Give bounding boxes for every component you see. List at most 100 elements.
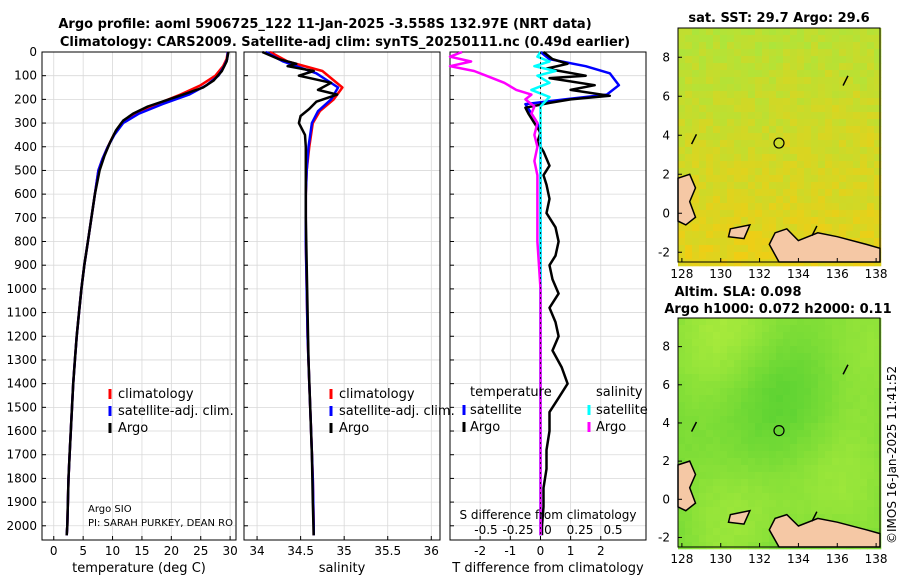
map-cell	[769, 486, 777, 494]
map-cell	[755, 203, 763, 211]
map-cell	[804, 430, 812, 438]
map-cell	[741, 402, 749, 410]
map-cell	[692, 367, 700, 375]
map-cell	[720, 133, 728, 141]
map-cell	[734, 528, 742, 536]
map-cell	[720, 318, 728, 326]
map-cell	[825, 472, 833, 480]
map-cell	[727, 535, 735, 543]
map-cell	[874, 133, 882, 141]
map-cell	[825, 63, 833, 71]
map-cell	[741, 318, 749, 326]
map-cell	[706, 521, 714, 529]
map-cell	[699, 402, 707, 410]
map-cell	[818, 486, 826, 494]
map-cell	[692, 70, 700, 78]
map-cell	[699, 259, 707, 267]
map-cell	[811, 147, 819, 155]
map-cell	[741, 119, 749, 127]
map-cell	[727, 332, 735, 340]
land-halmahera	[677, 460, 697, 512]
map-cell	[748, 217, 756, 225]
map-cell	[846, 147, 854, 155]
timestamp-stamp: ©IMOS 16-Jan-2025 11:41:52	[885, 366, 899, 544]
map-cell	[734, 91, 742, 99]
map-cell	[678, 332, 686, 340]
map-cell	[811, 98, 819, 106]
map-cell	[727, 49, 735, 57]
map-cell	[797, 49, 805, 57]
y-tick-label: 8	[662, 340, 670, 354]
map-cell	[762, 465, 770, 473]
map-cell	[755, 217, 763, 225]
map-cell	[678, 168, 686, 176]
argo-position-marker	[773, 137, 785, 149]
map-cell	[804, 28, 812, 36]
map-cell	[832, 367, 840, 375]
map-cell	[797, 91, 805, 99]
map-cell	[755, 472, 763, 480]
map-cell	[741, 133, 749, 141]
map-cell	[748, 416, 756, 424]
map-cell	[839, 133, 847, 141]
map-cell	[748, 325, 756, 333]
map-cell	[860, 437, 868, 445]
map-cell	[692, 332, 700, 340]
map-cell	[846, 486, 854, 494]
map-cell	[769, 360, 777, 368]
map-cell	[790, 28, 798, 36]
map-cell	[713, 507, 721, 515]
map-cell	[818, 56, 826, 64]
map-cell	[860, 105, 868, 113]
map-cell	[804, 77, 812, 85]
map-cell	[769, 35, 777, 43]
map-cell	[720, 395, 728, 403]
map-cell	[804, 437, 812, 445]
map-cell	[720, 203, 728, 211]
map-cell	[727, 161, 735, 169]
map-cell	[790, 161, 798, 169]
map-cell	[860, 388, 868, 396]
map-cell	[713, 388, 721, 396]
map-cell	[769, 259, 777, 267]
map-cell	[846, 77, 854, 85]
map-cell	[804, 70, 812, 78]
map-cell	[853, 486, 861, 494]
map-cell	[839, 318, 847, 326]
map-cell	[874, 189, 882, 197]
map-cell	[678, 63, 686, 71]
map-cell	[790, 189, 798, 197]
map-cell	[685, 126, 693, 134]
map-cell	[713, 217, 721, 225]
map-cell	[860, 224, 868, 232]
map-cell	[692, 437, 700, 445]
map-cell	[874, 409, 882, 417]
map-cell	[741, 196, 749, 204]
island	[811, 225, 818, 237]
map-cell	[678, 238, 686, 246]
map-cell	[825, 332, 833, 340]
map-cell	[839, 91, 847, 99]
map-cell	[720, 42, 728, 50]
map-cell	[755, 493, 763, 501]
map-cell	[783, 437, 791, 445]
map-cell	[846, 189, 854, 197]
map-cell	[706, 458, 714, 466]
map-cell	[727, 409, 735, 417]
map-cell	[734, 353, 742, 361]
map-cell	[769, 210, 777, 218]
map-cell	[734, 210, 742, 218]
map-cell	[685, 147, 693, 155]
map-cell	[699, 147, 707, 155]
map-cell	[727, 112, 735, 120]
map-cell	[699, 119, 707, 127]
map-cell	[853, 119, 861, 127]
map-cell	[825, 56, 833, 64]
map-cell	[762, 500, 770, 508]
map-cell	[846, 224, 854, 232]
map-cell	[804, 493, 812, 501]
map-cell	[699, 98, 707, 106]
map-cell	[713, 154, 721, 162]
map-cell	[755, 360, 763, 368]
y-tick-label: 1600	[6, 424, 37, 438]
